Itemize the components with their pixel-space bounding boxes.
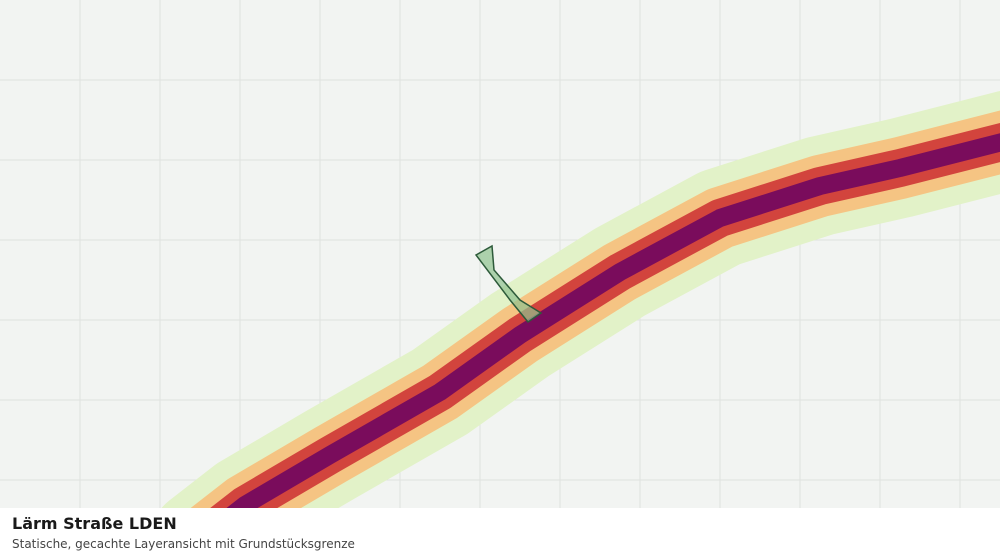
map-background bbox=[0, 0, 1000, 508]
parcel-boundary bbox=[474, 244, 543, 324]
noise-band-very-high bbox=[226, 133, 1000, 508]
layer-title: Lärm Straße LDEN bbox=[12, 514, 177, 533]
info-panel: Lärm Straße LDEN Statische, gecachte Lay… bbox=[0, 508, 1000, 560]
layer-subtitle: Statische, gecachte Layeransicht mit Gru… bbox=[12, 537, 355, 551]
noise-bands bbox=[162, 91, 1000, 508]
map bbox=[0, 0, 1000, 508]
